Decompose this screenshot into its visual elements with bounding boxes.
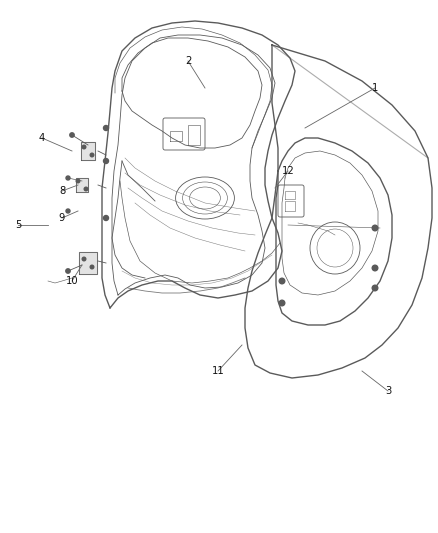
- Text: 11: 11: [212, 366, 224, 376]
- Text: 1: 1: [372, 83, 378, 93]
- Circle shape: [372, 225, 378, 231]
- Circle shape: [76, 179, 80, 183]
- Circle shape: [372, 265, 378, 271]
- Text: 9: 9: [59, 213, 65, 223]
- Circle shape: [90, 265, 94, 269]
- Circle shape: [70, 133, 74, 137]
- Circle shape: [66, 269, 70, 273]
- Text: 12: 12: [282, 166, 294, 176]
- Text: 2: 2: [185, 56, 191, 66]
- Circle shape: [82, 145, 86, 149]
- Circle shape: [84, 187, 88, 191]
- Circle shape: [103, 125, 109, 131]
- Text: 4: 4: [39, 133, 45, 143]
- Circle shape: [82, 257, 86, 261]
- Text: 3: 3: [385, 386, 391, 396]
- Circle shape: [66, 209, 70, 213]
- Circle shape: [279, 278, 285, 284]
- Circle shape: [103, 158, 109, 164]
- Text: 5: 5: [15, 220, 21, 230]
- Circle shape: [279, 300, 285, 306]
- Polygon shape: [79, 252, 97, 274]
- Circle shape: [103, 215, 109, 221]
- Text: 10: 10: [66, 276, 78, 286]
- Circle shape: [90, 153, 94, 157]
- Polygon shape: [81, 142, 95, 160]
- Polygon shape: [76, 178, 88, 192]
- Circle shape: [372, 285, 378, 291]
- Circle shape: [66, 176, 70, 180]
- Text: 8: 8: [59, 186, 65, 196]
